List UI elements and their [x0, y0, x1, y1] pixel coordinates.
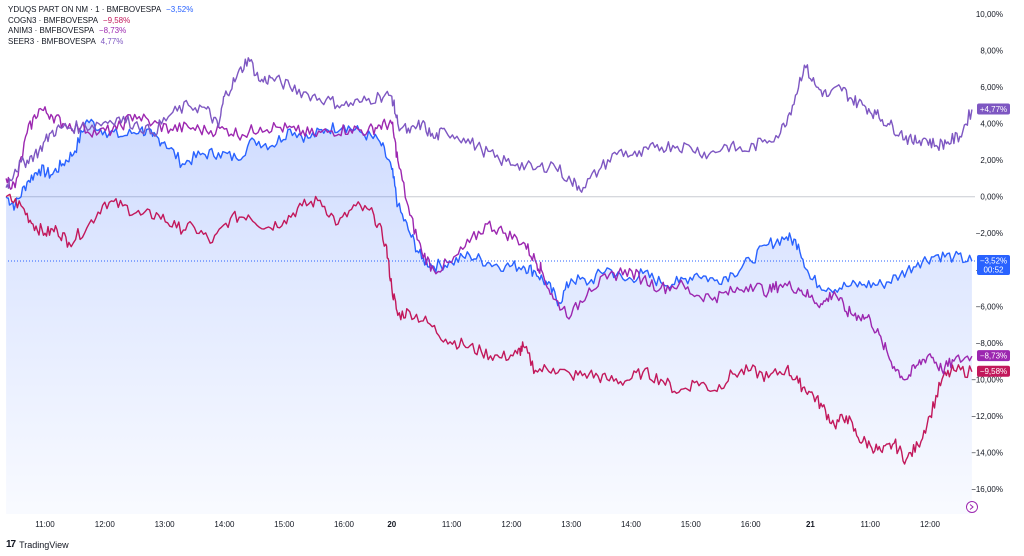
time-tick-label: 15:00: [681, 520, 702, 529]
time-tick-label: 12:00: [920, 520, 941, 529]
time-tick-label: 11:00: [35, 520, 55, 529]
price-axis[interactable]: 10,00%8,00%6,00%4,00%2,00%0,00%−2,00%−4,…: [971, 10, 1003, 494]
time-tick-label: 21: [806, 520, 815, 529]
series-area-fill: [6, 119, 972, 515]
time-tick-label: 14:00: [621, 520, 642, 529]
last-value-badge: −3,52%00:52: [977, 255, 1010, 275]
badge-value: −3,52%: [980, 257, 1007, 266]
series-line[interactable]: [5, 57, 973, 193]
legend-series-name: ANIM3 · BMFBOVESPA: [8, 26, 94, 35]
price-tick-label: −10,00%: [971, 375, 1003, 384]
price-tick-label: 4,00%: [980, 120, 1003, 129]
scroll-button-circle[interactable]: [966, 501, 978, 513]
time-tick-label: 14:00: [214, 520, 235, 529]
price-tick-label: −14,00%: [971, 448, 1003, 457]
time-tick-label: 16:00: [334, 520, 355, 529]
badge-countdown: 00:52: [983, 266, 1004, 275]
last-value-badge: −9,58%: [977, 365, 1010, 377]
badge-bg: [977, 365, 1010, 377]
price-tick-label: 6,00%: [980, 83, 1003, 92]
last-value-labels: +4,77% −3,52%00:52 −8,73% −9,58%: [977, 103, 1010, 377]
time-tick-label: 12:00: [95, 520, 116, 529]
badge-bg: [977, 255, 1010, 275]
legend-series-value: −3,52%: [166, 5, 194, 14]
badge-value: −8,73%: [980, 352, 1007, 361]
price-tick-label: 10,00%: [976, 10, 1003, 19]
badge-bg: [977, 350, 1010, 362]
series-line[interactable]: [5, 193, 973, 465]
series-line[interactable]: [5, 118, 973, 307]
time-tick-label: 13:00: [561, 520, 582, 529]
time-tick-label: 20: [387, 520, 396, 529]
chevron-right-icon: [969, 504, 974, 510]
legend: YDUQS PART ON NM · 1 · BMFBOVESPA −3,52%…: [8, 5, 193, 47]
legend-series-value: −9,58%: [102, 15, 131, 25]
time-tick-label: 11:00: [860, 520, 880, 529]
legend-series-name: SEER3 · BMFBOVESPA: [8, 36, 96, 46]
time-tick-label: 16:00: [741, 520, 762, 529]
time-tick-label: 11:00: [442, 520, 462, 529]
badge-bg: [977, 103, 1010, 115]
scroll-to-realtime-button[interactable]: [966, 501, 978, 513]
time-axis[interactable]: 11:00 12:00 13:00 14:00 15:00 16:00 20 11:00 12:…: [35, 520, 940, 529]
legend-series-name: YDUQS PART ON NM · 1 · BMFBOVESPA: [8, 5, 161, 14]
price-tick-label: 8,00%: [980, 47, 1003, 56]
tradingview-brand[interactable]: 17 TradingView: [6, 539, 69, 550]
price-tick-label: −8,00%: [976, 339, 1003, 348]
price-tick-label: 2,00%: [980, 156, 1003, 165]
price-tick-label: −12,00%: [971, 412, 1003, 421]
legend-item[interactable]: ANIM3 · BMFBOVESPA −8,73%: [8, 26, 193, 37]
badge-value: +4,77%: [980, 105, 1007, 114]
legend-series-value: −8,73%: [98, 26, 127, 35]
tradingview-logo-icon: 17: [6, 539, 16, 550]
badge-value: −9,58%: [980, 367, 1007, 376]
price-tick-label: 0,00%: [980, 193, 1003, 202]
series-line[interactable]: [5, 106, 973, 381]
last-value-badge: +4,77%: [977, 103, 1010, 115]
price-tick-label: −2,00%: [976, 229, 1003, 238]
legend-series-value: 4,77%: [100, 36, 124, 46]
time-tick-label: 13:00: [155, 520, 176, 529]
time-tick-label: 12:00: [501, 520, 522, 529]
time-tick-label: 15:00: [274, 520, 295, 529]
legend-item[interactable]: SEER3 · BMFBOVESPA 4,77%: [8, 37, 193, 48]
price-tick-label: −6,00%: [976, 302, 1003, 311]
price-tick-label: −16,00%: [971, 485, 1003, 494]
brand-name: TradingView: [19, 539, 69, 550]
plot-area[interactable]: [5, 57, 975, 515]
legend-series-name: COGN3 · BMFBOVESPA: [8, 15, 98, 25]
legend-item[interactable]: COGN3 · BMFBOVESPA −9,58%: [8, 16, 193, 27]
legend-item[interactable]: YDUQS PART ON NM · 1 · BMFBOVESPA −3,52%: [8, 5, 193, 16]
last-value-badge: −8,73%: [977, 350, 1010, 362]
